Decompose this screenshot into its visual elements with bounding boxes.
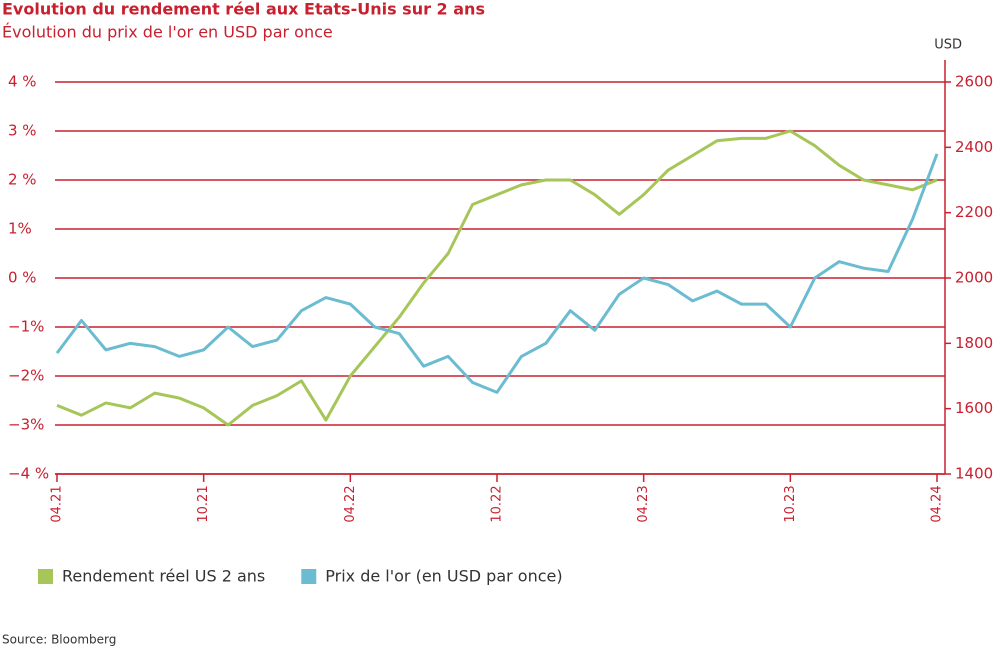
y2-tick-label: 2000 bbox=[955, 269, 993, 287]
y2-tick-label: 1600 bbox=[955, 399, 993, 417]
x-tick-label: 04.24 bbox=[930, 485, 945, 522]
y2-tick-label: 2200 bbox=[955, 203, 993, 221]
source: Source: Bloomberg bbox=[2, 633, 116, 647]
y-tick-label: −2% bbox=[8, 367, 44, 385]
x-tick-label: 10.22 bbox=[490, 485, 505, 522]
y2-tick-label: 1800 bbox=[955, 334, 993, 352]
legend-swatch bbox=[38, 569, 53, 584]
x-tick-label: 10.21 bbox=[196, 485, 211, 522]
y-tick-label: 0 % bbox=[8, 269, 37, 287]
y-tick-label: 1% bbox=[8, 220, 32, 238]
x-tick-label: 10.23 bbox=[783, 485, 798, 522]
y2-axis-label: USD bbox=[934, 38, 962, 53]
y-tick-label: 4 % bbox=[8, 73, 37, 91]
y-tick-label: 3 % bbox=[8, 122, 37, 140]
x-tick-label: 04.22 bbox=[343, 485, 358, 522]
chart-title: Evolution du rendement réel aux Etats-Un… bbox=[2, 0, 485, 19]
y-tick-label: −3% bbox=[8, 416, 44, 434]
y2-tick-label: 1400 bbox=[955, 465, 993, 483]
legend-swatch bbox=[301, 569, 317, 584]
chart-subtitle: Évolution du prix de l'or en USD par onc… bbox=[2, 23, 333, 42]
y-tick-label: −1% bbox=[8, 318, 44, 336]
legend-label: Prix de l'or (en USD par once) bbox=[325, 567, 562, 586]
y2-tick-label: 2600 bbox=[955, 73, 993, 91]
x-tick-label: 04.23 bbox=[636, 485, 651, 522]
x-tick-label: 04.21 bbox=[50, 485, 65, 522]
y2-tick-label: 2400 bbox=[955, 138, 993, 156]
line-series bbox=[55, 153, 939, 394]
y-tick-label: 2 % bbox=[8, 171, 37, 189]
legend-label: Rendement réel US 2 ans bbox=[62, 567, 265, 586]
line-series bbox=[56, 129, 938, 427]
y-tick-label: −4 % bbox=[8, 465, 49, 483]
